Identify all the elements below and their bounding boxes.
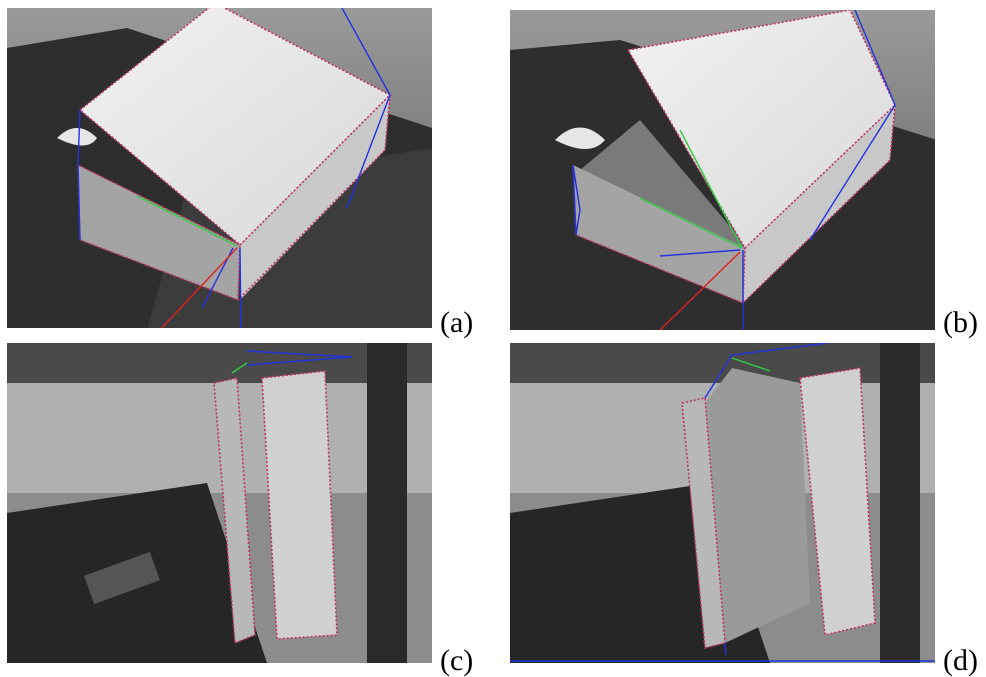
- panel-a: [7, 3, 432, 333]
- figure: (a) (b): [0, 0, 986, 677]
- panel-label: (b): [943, 306, 978, 339]
- panel-b: [510, 10, 937, 330]
- panel-label: (d): [943, 644, 978, 677]
- panel-label: (c): [440, 644, 473, 677]
- panel-label: (a): [440, 306, 473, 339]
- panel-d: [510, 343, 937, 663]
- panel-c: [7, 343, 432, 663]
